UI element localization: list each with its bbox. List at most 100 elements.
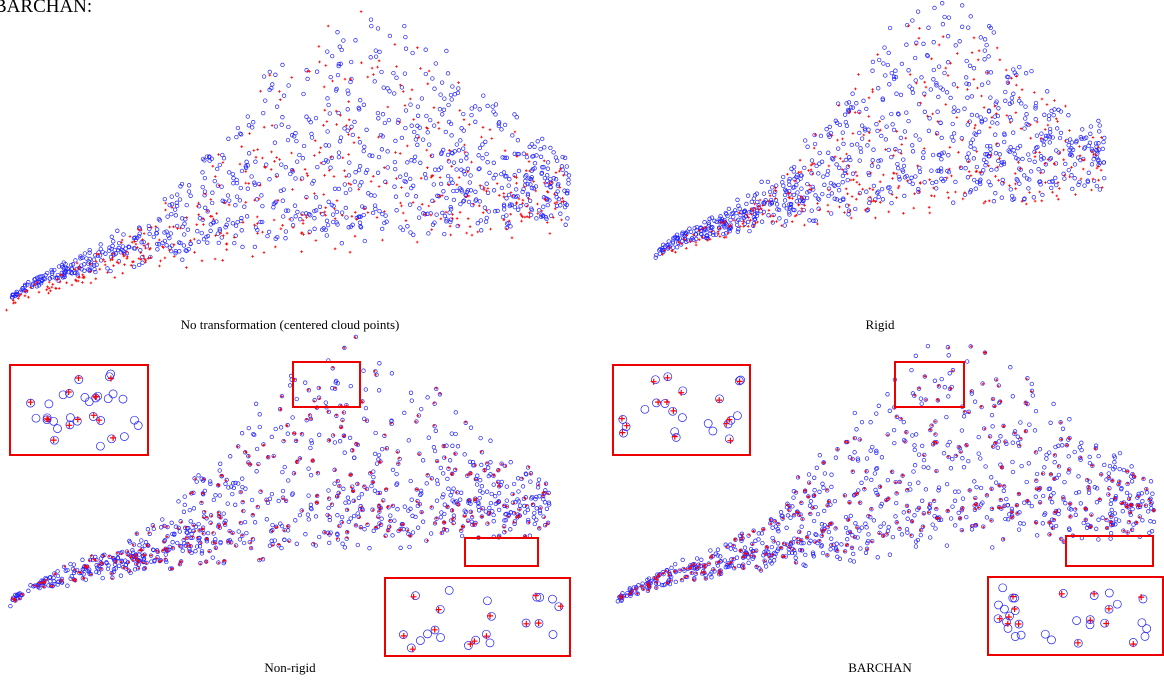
point [478,478,483,483]
point [402,23,407,29]
point [272,538,277,543]
cross [1058,187,1061,190]
cross [451,213,454,216]
cross [729,223,732,227]
cross [893,149,897,152]
point [351,513,357,519]
cross [94,558,97,562]
cross [282,529,286,532]
point [902,193,907,199]
point [788,515,793,520]
point [891,127,897,133]
point [814,532,819,538]
point [484,215,489,221]
point [755,199,760,205]
cross [346,536,349,539]
cross [1128,520,1131,523]
point [147,231,152,237]
point [337,44,342,49]
cross [536,202,539,206]
point [993,191,998,196]
point [326,199,331,204]
point [836,188,842,193]
point [922,452,927,458]
point [846,100,852,105]
point [842,112,848,117]
point [960,24,965,29]
cross [145,561,148,565]
point [524,154,530,160]
point [201,477,207,482]
cross [869,171,872,175]
point [963,166,968,171]
point [258,489,263,494]
cross [457,503,461,507]
cross [120,241,123,244]
point [201,237,207,242]
cross [521,477,524,480]
point [820,550,826,556]
cross [788,196,792,200]
cross [221,259,224,262]
point [390,467,396,473]
cross [161,549,165,552]
point [1005,503,1010,508]
point [194,479,199,484]
point [1084,135,1089,140]
cross [373,369,376,373]
point [385,165,390,170]
cross [447,466,451,470]
point [441,471,446,476]
point [504,484,509,489]
point [536,477,542,482]
point [346,225,351,230]
point [959,508,964,513]
cross [139,258,143,261]
cross [857,73,860,76]
point [729,211,734,216]
point [123,558,128,563]
point [1147,530,1152,535]
cross [440,531,443,535]
cross [282,439,286,442]
point [369,483,374,489]
point [109,234,114,239]
cross [319,161,323,165]
point [794,174,799,180]
point [34,279,39,285]
point [297,456,303,461]
cross [379,523,382,526]
point [1045,89,1050,94]
cross [432,401,436,405]
point [314,69,320,74]
point [402,410,407,416]
point [232,240,237,246]
point [1140,499,1145,504]
cross [322,85,326,89]
point [231,176,236,181]
point [893,514,898,519]
point [909,367,914,373]
cross [1062,540,1066,544]
point [904,173,909,179]
point [1014,177,1019,182]
point [287,538,292,543]
cross [291,188,294,191]
point [991,30,996,35]
cross [537,526,541,530]
point [1017,143,1023,149]
point [120,244,126,249]
point [152,558,157,563]
point [431,445,437,450]
cross [240,534,244,537]
point [834,162,839,167]
point [80,557,85,562]
point [1035,533,1040,538]
point [279,393,285,399]
point [167,202,172,208]
cross [256,222,259,225]
point [439,80,445,85]
cross [330,502,333,506]
cross [126,553,129,557]
